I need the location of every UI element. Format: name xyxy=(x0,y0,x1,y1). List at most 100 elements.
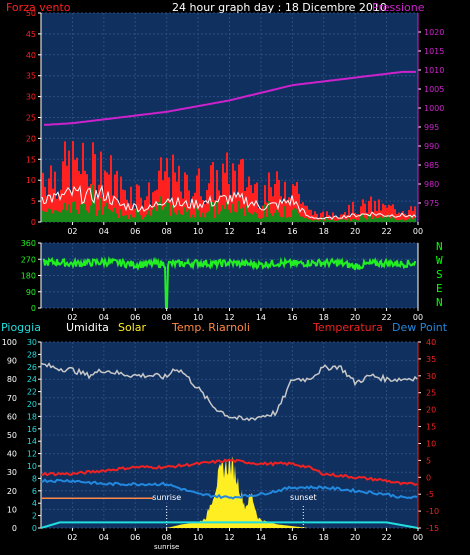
legend-temp-riarnoli: Temp. Riarnoli xyxy=(172,321,250,334)
wind-average-line xyxy=(41,184,417,220)
humidity-ytick-label: 10 xyxy=(7,505,17,514)
direction-xtick-label: 00 xyxy=(413,313,423,322)
wind-ytick-label: 40 xyxy=(26,51,36,60)
direction-xtick-label: 04 xyxy=(99,313,109,322)
temp-ytick-label: -15 xyxy=(426,524,439,533)
wind-xtick-label: 02 xyxy=(67,227,77,236)
humidity-ytick-label: 100 xyxy=(2,338,17,347)
humidity-ytick-label: 0 xyxy=(12,524,17,533)
pressure-ytick-label: 985 xyxy=(424,161,439,170)
direction-xtick-label: 16 xyxy=(287,313,297,322)
humidity-ytick-label: 70 xyxy=(7,394,17,403)
direction-ytick-label: 0 xyxy=(31,304,36,313)
wind-ytick-label: 35 xyxy=(26,72,36,81)
temperature-line xyxy=(40,458,418,487)
temp-ytick-label: 10 xyxy=(426,439,436,448)
climate-xtick-label: 04 xyxy=(99,533,109,542)
wind-xtick-label: 16 xyxy=(287,227,297,236)
pressure-ytick-label: 1010 xyxy=(424,66,444,75)
direction-ytick-label: 360 xyxy=(21,239,36,248)
wind-ytick-label: 20 xyxy=(26,134,36,143)
legend-dew-point: Dew Point xyxy=(392,321,448,334)
rain-ytick-label: 6 xyxy=(32,487,37,496)
pressure-ytick-label: 975 xyxy=(424,199,439,208)
temp-ytick-label: 5 xyxy=(426,456,431,465)
climate-xtick-label: 00 xyxy=(413,533,423,542)
wind-ytick-label: 50 xyxy=(26,9,36,18)
rain-ytick-label: 26 xyxy=(27,363,37,372)
humidity-ytick-label: 50 xyxy=(7,431,17,440)
direction-xtick-label: 14 xyxy=(256,313,266,322)
direction-xtick-label: 22 xyxy=(381,313,391,322)
direction-xtick-label: 06 xyxy=(130,313,140,322)
rain-line xyxy=(40,521,419,529)
climate-xtick-label: 16 xyxy=(287,533,297,542)
wind-xtick-label: 18 xyxy=(319,227,329,236)
wind-ytick-label: 15 xyxy=(26,155,36,164)
rain-ytick-label: 16 xyxy=(27,425,37,434)
wind-xtick-label: 04 xyxy=(99,227,109,236)
wind-xtick-label: 00 xyxy=(413,227,423,236)
temp-ytick-label: 35 xyxy=(426,355,436,364)
pressure-axis-title: Pressione xyxy=(372,1,425,14)
direction-ytick-label: 180 xyxy=(21,272,36,281)
wind-xtick-label: 12 xyxy=(224,227,234,236)
sunset-label: sunset xyxy=(290,493,317,502)
humidity-line xyxy=(40,362,418,422)
sunrise-label: sunrise xyxy=(152,493,181,502)
temp-ytick-label: -5 xyxy=(426,490,434,499)
solar-area xyxy=(41,456,418,528)
rain-ytick-label: 20 xyxy=(27,400,37,409)
temp-ytick-label: 20 xyxy=(426,406,436,415)
sunrise-axis-label: sunrise xyxy=(154,543,179,551)
rain-ytick-label: 24 xyxy=(27,375,37,384)
compass-s: S xyxy=(436,268,443,281)
direction-xtick-label: 20 xyxy=(350,313,360,322)
wind-xtick-label: 14 xyxy=(256,227,266,236)
climate-xtick-label: 02 xyxy=(67,533,77,542)
climate-xtick-label: 06 xyxy=(130,533,140,542)
pressure-ytick-label: 980 xyxy=(424,180,439,189)
rain-ytick-label: 18 xyxy=(27,412,37,421)
dew-point-line xyxy=(40,478,418,500)
temp-ytick-label: 25 xyxy=(426,389,436,398)
rain-ytick-label: 10 xyxy=(27,462,37,471)
rain-ytick-label: 28 xyxy=(27,350,37,359)
pressure-ytick-label: 995 xyxy=(424,123,439,132)
wind-xtick-label: 08 xyxy=(162,227,172,236)
rain-ytick-label: 0 xyxy=(32,524,37,533)
rain-ytick-label: 4 xyxy=(32,499,37,508)
temp-ytick-label: 15 xyxy=(426,423,436,432)
wind-xtick-label: 10 xyxy=(193,227,203,236)
legend-umidita: Umidita xyxy=(66,321,109,334)
climate-xtick-label: 08 xyxy=(162,533,172,542)
wind-xtick-label: 22 xyxy=(381,227,391,236)
direction-ytick-label: 90 xyxy=(26,288,36,297)
wind-axis-title: Forza vento xyxy=(6,1,71,14)
humidity-ytick-label: 30 xyxy=(7,468,17,477)
humidity-ytick-label: 60 xyxy=(7,412,17,421)
legend-solar: Solar xyxy=(118,321,147,334)
legend-temperatura: Temperatura xyxy=(313,321,383,334)
rain-ytick-label: 22 xyxy=(27,388,37,397)
temp-ytick-label: -10 xyxy=(426,507,439,516)
wind-ytick-label: 25 xyxy=(26,114,36,123)
direction-xtick-label: 18 xyxy=(319,313,329,322)
humidity-ytick-label: 40 xyxy=(7,450,17,459)
humidity-ytick-label: 80 xyxy=(7,375,17,384)
pressure-ytick-label: 1000 xyxy=(424,104,444,113)
wind-ytick-label: 5 xyxy=(31,197,36,206)
rain-ytick-label: 12 xyxy=(27,450,37,459)
direction-xtick-label: 10 xyxy=(193,313,203,322)
climate-xtick-label: 20 xyxy=(350,533,360,542)
wind-ytick-label: 45 xyxy=(26,30,36,39)
wind-direction-line xyxy=(42,255,417,309)
rain-ytick-label: 30 xyxy=(27,338,37,347)
rain-ytick-label: 2 xyxy=(32,512,37,521)
climate-xtick-label: 14 xyxy=(256,533,266,542)
climate-xtick-label: 10 xyxy=(193,533,203,542)
rain-ytick-label: 8 xyxy=(32,474,37,483)
compass-n-bottom: N xyxy=(436,296,443,309)
direction-xtick-label: 12 xyxy=(224,313,234,322)
